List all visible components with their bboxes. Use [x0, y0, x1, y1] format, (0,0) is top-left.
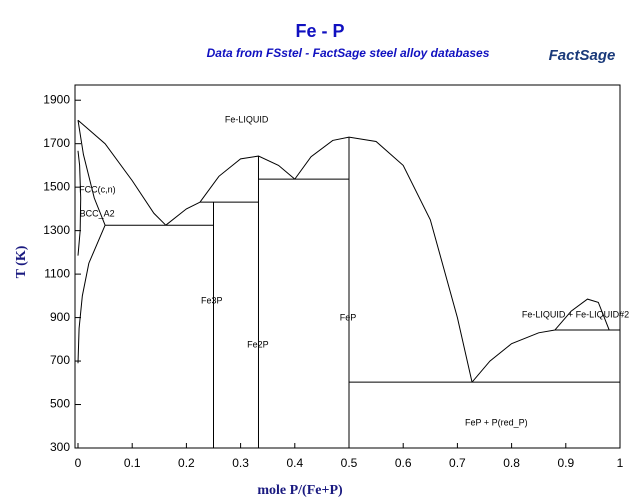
phase-label: Fe-LIQUID + Fe-LIQUID#2 — [522, 310, 629, 320]
x-tick-label: 1 — [617, 456, 624, 470]
y-tick-label: 1300 — [43, 223, 70, 237]
phase-label: FeP — [340, 312, 357, 322]
chart-title: Fe - P — [295, 21, 344, 41]
phase-boundary — [294, 136, 473, 383]
x-tick-label: 0.5 — [341, 456, 358, 470]
y-tick-label: 1500 — [43, 179, 70, 193]
phase-label: FeP + P(red_P) — [465, 417, 528, 427]
x-tick-label: 0.8 — [503, 456, 520, 470]
y-tick-label: 300 — [50, 440, 70, 454]
phase-label: BCC_A2 — [80, 208, 115, 218]
logo: FactSage — [549, 47, 616, 64]
phase-label: FCC(c,n) — [79, 185, 116, 195]
y-tick-label: 700 — [50, 353, 70, 367]
y-tick-label: 1100 — [44, 266, 70, 280]
phase-boundary — [471, 329, 556, 383]
y-tick-label: 500 — [50, 397, 70, 411]
phase-label: Fe3P — [201, 295, 223, 305]
y-tick-label: 900 — [50, 310, 70, 324]
y-tick-label: 1700 — [43, 136, 70, 150]
plot-frame — [74, 84, 621, 449]
x-tick-label: 0.2 — [178, 456, 195, 470]
x-tick-label: 0.6 — [395, 456, 412, 470]
chart-subtitle: Data from FSstel - FactSage steel alloy … — [207, 46, 490, 60]
y-tick-label: 1900 — [43, 92, 70, 106]
x-tick-label: 0 — [75, 456, 82, 470]
phase-boundary — [77, 225, 106, 364]
phase-label: Fe2P — [247, 339, 269, 349]
x-tick-label: 0.9 — [557, 456, 574, 470]
x-tick-label: 0.3 — [232, 456, 249, 470]
phase-boundary — [77, 120, 106, 226]
phase-boundary — [554, 298, 610, 331]
phase-boundary — [165, 201, 201, 226]
phase-boundary — [77, 150, 82, 256]
phase-label: Fe-LIQUID — [225, 115, 269, 125]
x-tick-label: 0.7 — [449, 456, 466, 470]
phase-boundary — [77, 119, 167, 226]
y-axis-label: T (K) — [14, 245, 29, 278]
phase-boundary — [199, 155, 296, 203]
x-tick-label: 0.1 — [124, 456, 141, 470]
x-tick-label: 0.4 — [286, 456, 303, 470]
x-axis-label: mole P/(Fe+P) — [257, 483, 343, 498]
